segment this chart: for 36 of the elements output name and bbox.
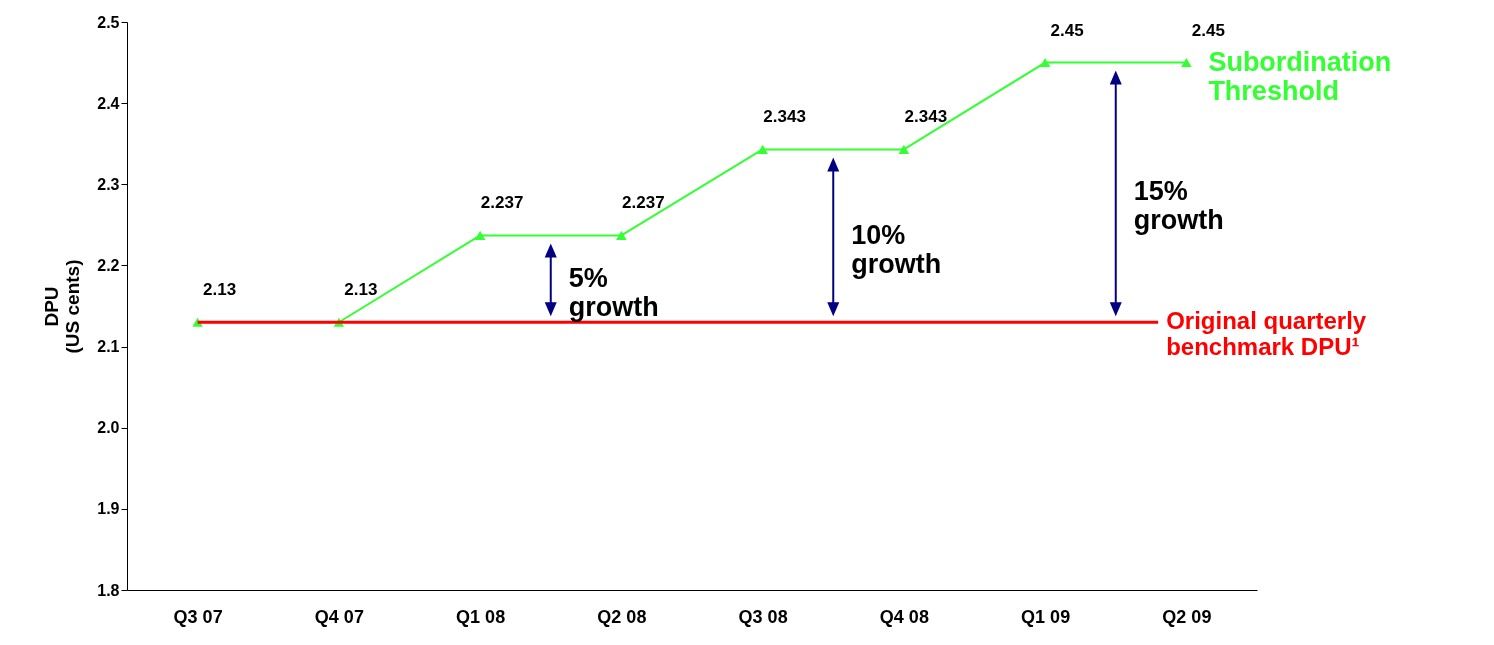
point bbox=[898, 144, 910, 154]
y-tick-label: 2.4 bbox=[97, 94, 120, 112]
x-tick-label: Q3 07 bbox=[173, 606, 223, 627]
point bbox=[1181, 58, 1192, 68]
data-label: 2.343 bbox=[763, 107, 806, 127]
y-tick-label: 2.1 bbox=[97, 338, 120, 356]
y-axis-title: DPU (US cents) bbox=[41, 259, 84, 354]
y-tick-label: 1.9 bbox=[97, 500, 120, 518]
x-tick-label: Q2 09 bbox=[1162, 606, 1212, 627]
x-tick-label: Q1 08 bbox=[456, 606, 506, 627]
data-label: 2.237 bbox=[480, 193, 524, 213]
annotation: 15% growth bbox=[1133, 176, 1224, 236]
point bbox=[474, 230, 486, 240]
x-tick-label: Q3 08 bbox=[738, 606, 788, 627]
data-label: 2.13 bbox=[203, 280, 237, 300]
y-tick-label: 2.5 bbox=[97, 13, 120, 31]
x-tick-label: Q4 07 bbox=[314, 606, 364, 627]
x-tick-label: Q4 08 bbox=[879, 606, 929, 627]
series-label: Subordination Threshold bbox=[1208, 46, 1392, 106]
data-label: 2.343 bbox=[904, 107, 948, 127]
y-tick-label: 1.8 bbox=[97, 581, 120, 599]
data-label: 2.45 bbox=[1191, 20, 1225, 40]
data-label: 2.13 bbox=[344, 280, 378, 300]
annotation: 10% growth bbox=[851, 219, 942, 279]
ref-line-label: Original quarterly benchmark DPU¹ bbox=[1166, 307, 1367, 361]
data-label: 2.45 bbox=[1050, 20, 1084, 40]
point bbox=[1039, 58, 1051, 68]
annotation: 5% growth bbox=[568, 262, 659, 322]
data-label: 2.237 bbox=[622, 193, 665, 213]
y-tick-label: 2.2 bbox=[97, 256, 120, 274]
y-tick-label: 2.3 bbox=[97, 175, 120, 193]
x-tick-label: Q1 09 bbox=[1021, 606, 1071, 627]
point bbox=[757, 144, 768, 154]
y-tick-label: 2.0 bbox=[97, 419, 120, 437]
point bbox=[616, 230, 627, 240]
x-tick-label: Q2 08 bbox=[597, 606, 647, 627]
